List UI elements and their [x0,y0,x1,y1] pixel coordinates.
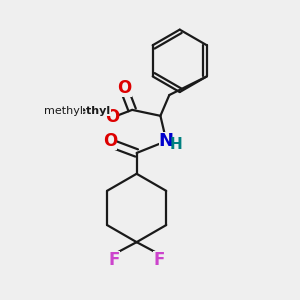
Text: N: N [159,132,174,150]
Text: O: O [105,108,119,126]
Text: methyl: methyl [44,106,83,116]
Text: O: O [118,79,132,97]
Text: F: F [153,251,165,269]
Text: methyl: methyl [68,106,111,116]
Text: O: O [103,132,117,150]
Text: F: F [109,251,120,269]
Text: H: H [169,137,182,152]
Text: methyl: methyl [50,106,89,116]
